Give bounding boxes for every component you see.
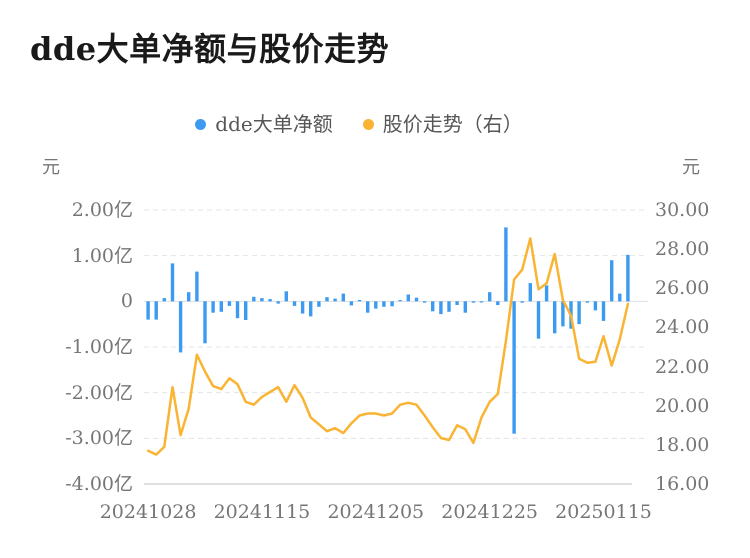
bar-20241122[interactable] <box>300 301 305 314</box>
bar-20241210[interactable] <box>398 300 402 302</box>
price-line[interactable] <box>146 237 630 456</box>
bar-20241028[interactable] <box>146 301 150 320</box>
x-axis-label: 20241115 <box>213 501 311 523</box>
legend-label-dde-net: dde大单净额 <box>215 112 333 136</box>
bar-20241230[interactable] <box>512 301 516 434</box>
left-axis-tick: 0 <box>120 290 133 313</box>
bar-20250115[interactable] <box>601 301 606 321</box>
bar-20241206[interactable] <box>382 301 386 307</box>
bar-20241226[interactable] <box>496 301 500 305</box>
bar-20241030[interactable] <box>162 298 166 302</box>
left-axis-tick: -3.00亿 <box>65 427 133 450</box>
bar-20241120[interactable] <box>284 291 288 302</box>
bar-20250113[interactable] <box>585 301 589 303</box>
bar-20241113[interactable] <box>244 301 248 320</box>
bar-20241108[interactable] <box>219 301 223 312</box>
bar-20241231[interactable] <box>520 301 524 303</box>
bar-20250106[interactable] <box>544 285 549 302</box>
legend-label-price-trend: 股价走势（右） <box>382 112 523 136</box>
legend-item-price-trend[interactable]: 股价走势（右） <box>362 112 523 136</box>
right-axis-tick: 28.00 <box>655 238 710 261</box>
bar-20241119[interactable] <box>276 301 280 304</box>
bar-20241105[interactable] <box>195 271 199 302</box>
bar-20241225[interactable] <box>488 292 492 302</box>
bar-20241204[interactable] <box>366 301 370 313</box>
right-axis-tick: 26.00 <box>655 277 710 300</box>
bar-20241111[interactable] <box>227 301 232 306</box>
right-axis-tick: 22.00 <box>655 355 710 378</box>
bar-20250107[interactable] <box>553 301 557 334</box>
bar-20241126[interactable] <box>317 301 321 307</box>
bar-20241106[interactable] <box>203 301 207 344</box>
bar-20241115[interactable] <box>260 298 264 302</box>
bar-20241031[interactable] <box>170 263 175 302</box>
left-axis-tick: -2.00亿 <box>65 381 133 404</box>
right-axis-tick: 20.00 <box>655 394 710 417</box>
bar-20250108[interactable] <box>561 301 565 327</box>
right-axis-tick: 16.00 <box>655 473 710 495</box>
bar-20241029[interactable] <box>154 301 158 320</box>
x-axis-label: 20250115 <box>555 501 652 523</box>
legend: dde大单净额 股价走势（右） <box>0 112 734 136</box>
bar-20241121[interactable] <box>292 301 297 306</box>
left-axis-tick: -4.00亿 <box>65 473 133 495</box>
bar-20241212[interactable] <box>414 297 419 302</box>
bar-20250114[interactable] <box>593 301 598 311</box>
bar-20241129[interactable] <box>341 293 345 302</box>
right-axis-tick: 30.00 <box>655 199 710 221</box>
bar-20250102[interactable] <box>528 283 532 302</box>
left-axis-tick: 2.00亿 <box>71 199 133 221</box>
legend-dot-line-series-icon <box>362 118 374 130</box>
bar-20241127[interactable] <box>325 297 329 302</box>
bar-20241219[interactable] <box>455 301 459 305</box>
bar-20241114[interactable] <box>252 296 256 302</box>
bar-20241203[interactable] <box>357 300 362 302</box>
right-axis-tick: 18.00 <box>655 433 710 456</box>
bar-20250103[interactable] <box>536 301 541 339</box>
bar-20241104[interactable] <box>187 292 191 302</box>
bar-20241211[interactable] <box>406 294 410 302</box>
right-axis-unit: 元 <box>682 157 700 178</box>
bar-20241220[interactable] <box>463 301 467 313</box>
bar-20250116[interactable] <box>610 260 614 302</box>
legend-dot-bar-series-icon <box>195 118 207 130</box>
right-axis-tick: 24.00 <box>655 316 710 339</box>
bar-20241128[interactable] <box>333 298 337 302</box>
bar-20241227[interactable] <box>504 227 508 302</box>
x-axis-label: 20241028 <box>99 501 197 523</box>
bar-20250120[interactable] <box>626 254 630 302</box>
bar-20241209[interactable] <box>390 301 394 307</box>
bar-20241213[interactable] <box>422 301 427 303</box>
x-axis-label: 20241205 <box>327 501 425 523</box>
bar-20250117[interactable] <box>618 293 622 302</box>
bar-20241101[interactable] <box>178 301 183 353</box>
bar-20241216[interactable] <box>431 301 435 312</box>
left-axis-unit: 元 <box>42 157 60 178</box>
left-axis-tick: -1.00亿 <box>65 336 133 358</box>
bar-20241112[interactable] <box>235 301 240 319</box>
bar-20241125[interactable] <box>309 301 313 317</box>
bar-20241202[interactable] <box>349 301 354 306</box>
x-axis-label: 20241225 <box>441 501 539 523</box>
bar-20241107[interactable] <box>211 301 215 313</box>
bar-20241223[interactable] <box>471 301 476 303</box>
bar-20241224[interactable] <box>479 301 484 303</box>
bar-20241217[interactable] <box>439 301 443 315</box>
left-axis-tick: 1.00亿 <box>71 244 133 267</box>
page-title: dde大单净额与股价走势 <box>30 30 390 68</box>
legend-item-dde-net[interactable]: dde大单净额 <box>195 112 333 136</box>
bar-20250110[interactable] <box>577 301 581 325</box>
bar-20241118[interactable] <box>268 299 272 302</box>
bar-20241205[interactable] <box>374 301 378 309</box>
bar-20241218[interactable] <box>447 301 451 312</box>
